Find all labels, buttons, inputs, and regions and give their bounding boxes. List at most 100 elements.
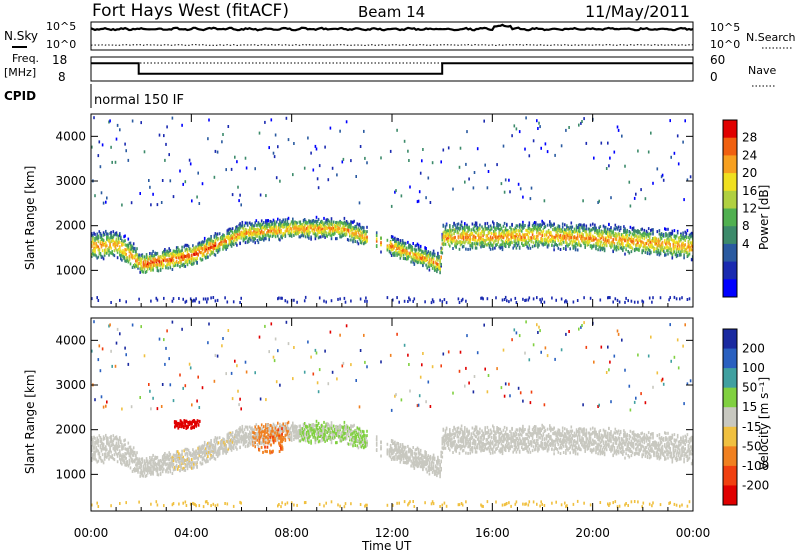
power-echo-cell — [232, 232, 235, 236]
power-echo-cell — [123, 250, 125, 254]
power-echo-cell — [93, 246, 95, 250]
power-echo-cell — [504, 178, 507, 182]
power-echo-cell — [315, 147, 318, 151]
power-echo-cell — [388, 247, 391, 251]
power-echo-cell — [124, 252, 126, 256]
velocity-echo-cell — [113, 437, 116, 441]
power-echo-cell — [605, 239, 608, 243]
power-echo-cell — [220, 236, 222, 240]
power-echo-cell — [661, 246, 664, 250]
power-echo-cell — [615, 238, 618, 241]
power-echo-cell — [555, 243, 557, 246]
velocity-echo-cell — [99, 439, 102, 443]
power-echo-cell — [213, 241, 216, 245]
power-echo-cell — [235, 230, 237, 234]
power-echo-cell — [627, 299, 629, 303]
power-echo-cell — [637, 149, 639, 153]
power-echo-cell — [127, 260, 130, 264]
power-echo-cell — [424, 252, 426, 255]
power-echo-cell — [152, 266, 154, 270]
power-echo-cell — [457, 236, 460, 240]
power-echo-cell — [658, 229, 661, 233]
power-echo-cell — [604, 225, 607, 229]
velocity-echo-cell — [129, 450, 132, 454]
velocity-echo-cell — [186, 447, 189, 451]
power-echo-cell — [264, 224, 266, 228]
power-echo-cell — [290, 232, 293, 236]
power-echo-cell — [660, 236, 663, 240]
power-echo-cell — [174, 254, 177, 257]
power-echo-cell — [471, 246, 474, 250]
power-echo-cell — [544, 225, 547, 229]
velocity-echo-cell — [111, 456, 113, 459]
velocity-echo-cell — [187, 448, 190, 452]
power-echo-cell — [414, 253, 417, 257]
power-echo-cell — [393, 238, 395, 241]
power-echo-cell — [322, 222, 324, 226]
power-echo-cell — [240, 236, 242, 240]
power-echo-cell — [101, 237, 104, 241]
power-echo-cell — [277, 297, 279, 301]
beam-label: Beam 14 — [358, 3, 425, 21]
velocity-echo-cell — [92, 443, 94, 447]
power-echo-cell — [109, 243, 111, 246]
power-echo-cell — [304, 223, 307, 227]
power-echo-cell — [519, 234, 522, 238]
power-echo-cell — [185, 254, 188, 258]
velocity-echo-cell — [166, 453, 168, 457]
velocity-echo-cell — [156, 503, 159, 507]
velocity-echo-cell — [194, 453, 196, 457]
power-echo-cell — [335, 237, 337, 241]
power-echo-cell — [514, 296, 517, 300]
power-echo-cell — [467, 247, 469, 251]
y-tick-label: 3000 — [55, 174, 86, 188]
power-echo-cell — [325, 220, 327, 224]
velocity-echo-cell — [184, 459, 187, 462]
power-echo-cell — [92, 237, 94, 241]
power-echo-cell — [221, 240, 223, 244]
power-echo-cell — [173, 253, 176, 257]
velocity-echo-cell — [102, 461, 105, 465]
power-echo-cell — [600, 230, 603, 234]
velocity-echo-cell — [93, 450, 95, 454]
velocity-echo-cell — [142, 469, 145, 473]
power-echo-cell — [273, 220, 276, 224]
power-echo-cell — [293, 221, 295, 225]
power-echo-cell — [323, 299, 325, 303]
power-echo-cell — [101, 249, 104, 253]
power-echo-cell — [527, 235, 530, 239]
power-echo-cell — [642, 233, 645, 237]
power-echo-cell — [249, 228, 251, 231]
power-echo-cell — [486, 227, 489, 231]
power-echo-cell — [493, 229, 495, 233]
power-echo-cell — [255, 234, 258, 238]
power-echo-cell — [574, 248, 577, 252]
power-echo-cell — [633, 300, 636, 304]
power-echo-cell — [690, 258, 693, 262]
power-echo-cell — [191, 259, 193, 263]
power-echo-cell — [570, 225, 573, 229]
power-echo-cell — [324, 230, 326, 234]
power-echo-cell — [150, 263, 152, 267]
power-echo-cell — [290, 220, 293, 224]
power-echo-cell — [689, 232, 692, 236]
power-echo-cell — [566, 226, 568, 230]
power-echo-cell — [344, 227, 347, 231]
velocity-echo-cell — [143, 471, 146, 475]
velocity-echo-cell — [120, 439, 122, 443]
power-echo-cell — [462, 237, 465, 241]
power-echo-cell — [533, 235, 536, 239]
power-echo-cell — [240, 203, 242, 207]
nave-label: Nave — [748, 64, 776, 77]
power-echo-cell — [425, 259, 427, 263]
velocity-echo-cell — [126, 447, 129, 451]
velocity-echo-cell — [195, 463, 197, 467]
velocity-echo-cell — [102, 435, 105, 439]
power-echo-cell — [684, 243, 686, 247]
power-echo-cell — [148, 265, 150, 269]
velocity-echo-cell — [144, 468, 147, 472]
power-echo-cell — [234, 233, 236, 237]
power-echo-cell — [552, 228, 554, 232]
velocity-echo-cell — [100, 449, 103, 453]
power-echo-cell — [635, 238, 637, 242]
